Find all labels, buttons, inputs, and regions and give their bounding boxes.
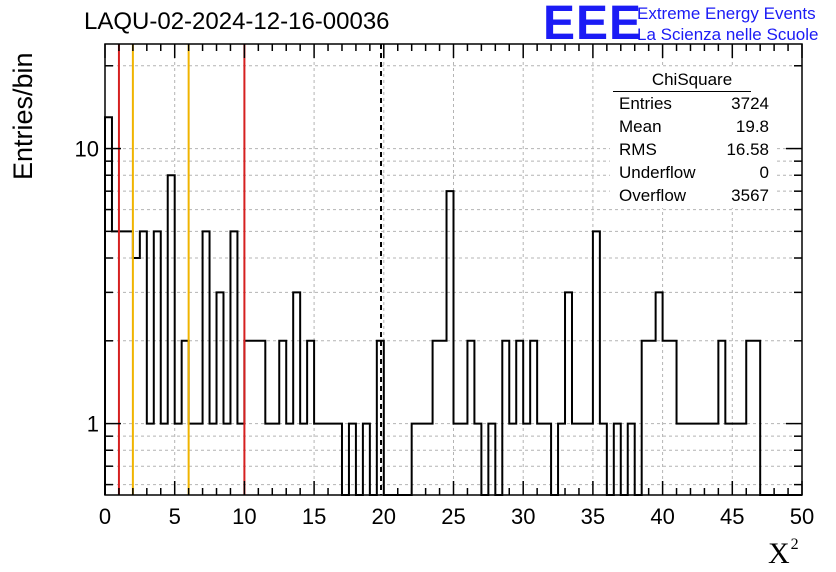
histogram-series bbox=[104, 116, 802, 496]
stats-label: Mean bbox=[619, 117, 662, 136]
histogram-bin bbox=[656, 292, 663, 495]
x-tick-label: 0 bbox=[99, 504, 111, 529]
histogram-bin bbox=[133, 258, 140, 495]
stats-value: 3567 bbox=[731, 186, 769, 205]
x-tick-label: 15 bbox=[302, 504, 326, 529]
x-tick-label: 40 bbox=[650, 504, 674, 529]
histogram-bin bbox=[251, 341, 258, 495]
histogram-bin bbox=[565, 292, 572, 495]
histogram-bin bbox=[530, 341, 537, 495]
stats-row-entries: Entries 3724 bbox=[611, 92, 773, 115]
logo-line-1: Extreme Energy Events bbox=[637, 4, 816, 23]
histogram-bin bbox=[467, 341, 474, 495]
histogram-bin bbox=[670, 341, 677, 495]
x-axis-label-superscript: 2 bbox=[790, 536, 799, 553]
stats-row-mean: Mean 19.8 bbox=[611, 115, 773, 138]
histogram-bin bbox=[663, 341, 670, 495]
stats-separator bbox=[613, 91, 751, 92]
histogram-bin bbox=[182, 341, 189, 495]
y-axis-label: Entries/bin bbox=[8, 52, 38, 180]
stats-row-overflow: Overflow 3567 bbox=[611, 184, 773, 207]
stats-box: ChiSquare Entries 3724 Mean 19.8 RMS 16.58 … bbox=[610, 67, 774, 208]
histogram-bin bbox=[718, 341, 725, 495]
x-tick-label: 5 bbox=[169, 504, 181, 529]
x-tick-label: 25 bbox=[441, 504, 465, 529]
eee-logo-text: Extreme Energy Events La Scienza nelle S… bbox=[637, 3, 818, 45]
histogram-bin bbox=[203, 231, 210, 495]
x-tick-label: 10 bbox=[232, 504, 256, 529]
stats-row-underflow: Underflow 0 bbox=[611, 161, 773, 184]
histogram-bin bbox=[112, 231, 119, 495]
histogram-bin bbox=[433, 341, 440, 495]
x-tick-label: 35 bbox=[581, 504, 605, 529]
histogram-bin bbox=[258, 341, 265, 495]
eee-logo: EEE bbox=[543, 0, 643, 50]
stats-label: Entries bbox=[619, 94, 672, 113]
histogram-bin bbox=[502, 341, 509, 495]
x-tick-label: 30 bbox=[511, 504, 535, 529]
x-tick-label: 20 bbox=[372, 504, 396, 529]
histogram-bin bbox=[293, 292, 300, 495]
x-tick-label: 50 bbox=[790, 504, 814, 529]
histogram-bin bbox=[244, 341, 251, 495]
stats-row-rms: RMS 16.58 bbox=[611, 138, 773, 161]
histogram-bin bbox=[217, 292, 224, 495]
stats-value: 3724 bbox=[731, 94, 769, 113]
stats-title: ChiSquare bbox=[651, 70, 733, 89]
x-tick-label: 45 bbox=[720, 504, 744, 529]
stats-label: RMS bbox=[619, 140, 657, 159]
y-tick-label: 10 bbox=[75, 137, 99, 162]
histogram-bin bbox=[140, 231, 147, 495]
histogram-bin bbox=[154, 231, 161, 495]
histogram-bin bbox=[753, 341, 760, 495]
histogram-bin bbox=[649, 341, 656, 495]
chart-title: LAQU-02-2024-12-16-00036 bbox=[84, 8, 390, 35]
histogram-bin bbox=[642, 341, 649, 495]
histogram-bin bbox=[440, 341, 447, 495]
x-axis-label-base: X bbox=[768, 537, 790, 570]
histogram-bin bbox=[230, 231, 237, 495]
histogram-bin bbox=[516, 341, 523, 495]
stats-value: 16.58 bbox=[726, 140, 769, 159]
stats-label: Overflow bbox=[619, 186, 687, 205]
histogram-bin bbox=[447, 191, 454, 495]
histogram-bin bbox=[593, 231, 600, 495]
stats-value: 19.8 bbox=[735, 117, 769, 136]
histogram-bin bbox=[279, 341, 286, 495]
y-tick-label: 1 bbox=[87, 412, 99, 437]
histogram-bin bbox=[168, 175, 175, 495]
x-axis-label: X2 bbox=[768, 536, 799, 571]
logo-line-2: La Scienza nelle Scuole bbox=[637, 25, 819, 44]
histogram-bin bbox=[119, 231, 126, 495]
histogram-bin bbox=[126, 231, 133, 495]
histogram-bin bbox=[105, 117, 112, 495]
stats-value: 0 bbox=[759, 163, 769, 182]
stats-label: Underflow bbox=[619, 163, 696, 182]
histogram-bin bbox=[746, 341, 753, 495]
histogram-bin bbox=[307, 341, 314, 495]
